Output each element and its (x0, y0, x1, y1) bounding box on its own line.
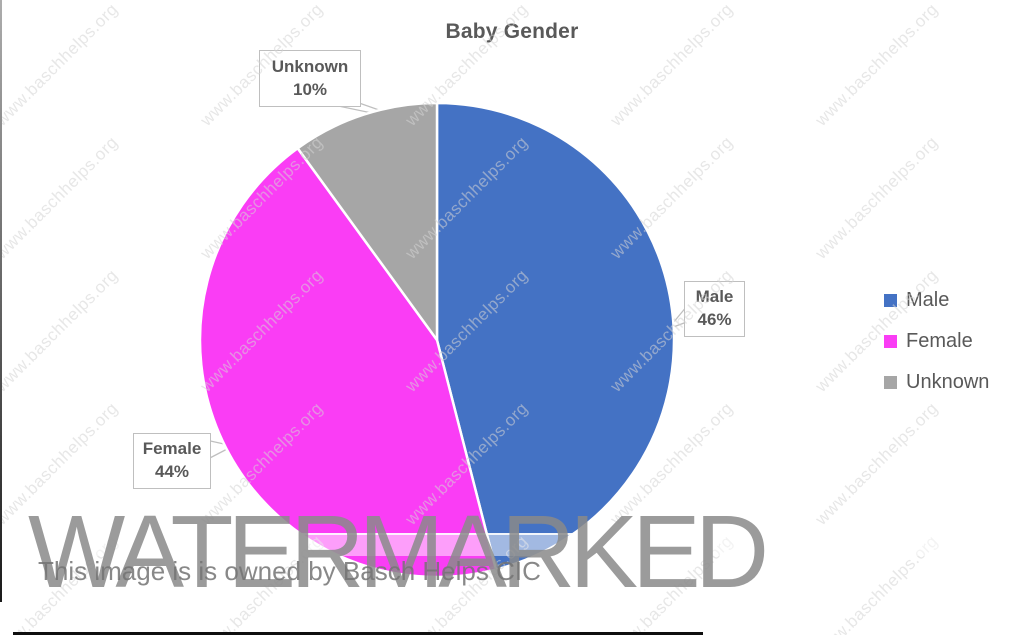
pie-slice-female (198, 147, 498, 579)
data-label-unknown: Unknown 10% (259, 50, 361, 107)
data-label-category: Male (695, 287, 734, 307)
legend-label: Unknown (906, 371, 990, 393)
legend-item-male: Male (884, 288, 989, 313)
data-label-percent: 46% (697, 310, 732, 329)
translucent-band (0, 533, 1024, 556)
legend-item-unknown: Unknown (884, 370, 989, 395)
data-label-female: Female 44% (133, 433, 211, 489)
pie-slice-unknown (296, 101, 439, 342)
legend-swatch-female (884, 335, 897, 348)
legend-swatch-unknown (884, 376, 897, 389)
bottom-border-line (13, 632, 703, 635)
data-label-male: Male 46% (684, 281, 745, 337)
data-label-category: Female (142, 439, 202, 459)
chart-title: Baby Gender (445, 20, 579, 43)
data-label-category: Unknown (271, 56, 349, 76)
legend-label: Female (906, 330, 973, 352)
pie-slice-male (435, 101, 676, 571)
legend-item-female: Female (884, 329, 989, 354)
legend-swatch-male (884, 294, 897, 307)
data-label-percent: 44% (154, 462, 190, 481)
legend: Male Female Unknown (884, 288, 989, 395)
data-label-percent: 10% (292, 79, 328, 99)
left-border-line (0, 0, 2, 602)
legend-label: Male (906, 289, 950, 311)
